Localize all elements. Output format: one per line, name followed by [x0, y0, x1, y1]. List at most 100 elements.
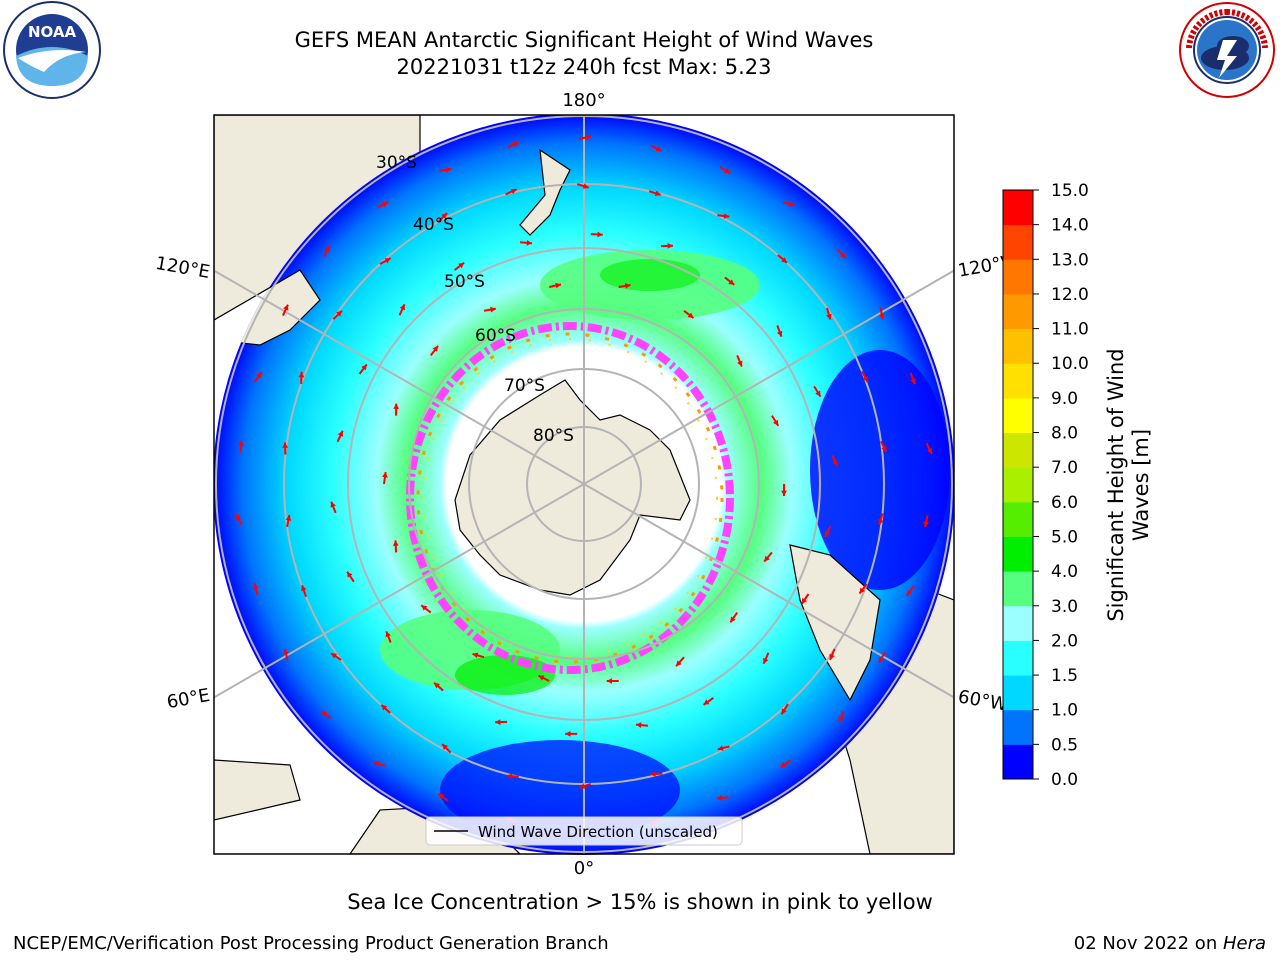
- wave-direction-arrowhead: [442, 744, 448, 750]
- colorbar-tick-label: 15.0: [1051, 181, 1089, 201]
- wave-direction-arrowhead: [829, 653, 835, 660]
- wave-direction-arrowhead: [763, 657, 769, 664]
- wave-direction-arrowhead: [373, 760, 380, 767]
- colorbar-swatch: [1003, 571, 1033, 607]
- wave-direction-arrowhead: [667, 243, 673, 249]
- wave-direction-arrowhead: [650, 771, 656, 777]
- wave-direction-arrowhead: [382, 202, 389, 208]
- wave-direction-arrowhead: [773, 419, 779, 426]
- wave-direction-arrowhead: [256, 372, 262, 379]
- wave-direction-arrowhead: [815, 390, 821, 397]
- wave-direction-arrowhead: [331, 653, 338, 659]
- colorbar-tick-label: 10.0: [1051, 354, 1089, 374]
- colorbar-swatch: [1003, 501, 1033, 537]
- colorbar-tick-label: 7.0: [1051, 458, 1078, 478]
- wave-direction-arrowhead: [703, 699, 710, 705]
- wave-direction-arrowhead: [906, 589, 913, 596]
- host-name: Hera: [1222, 933, 1266, 954]
- sea-ice-edge: [406, 322, 734, 674]
- lon-label-bottom: 0°: [574, 858, 594, 879]
- wave-direction-arrowhead: [301, 585, 307, 592]
- colorbar-swatch: [1003, 293, 1033, 330]
- lat-label-70s: 70°S: [504, 376, 545, 396]
- wave-direction-arrowhead: [838, 716, 844, 723]
- wave-direction-arrowhead: [687, 312, 694, 319]
- wave-direction-arrowhead: [330, 501, 336, 508]
- wave-direction-arrowhead: [434, 682, 440, 689]
- lat-label-60s: 60°S: [475, 326, 516, 346]
- colorbar-swatch: [1003, 605, 1033, 641]
- wave-direction-arrowhead: [441, 213, 448, 219]
- wave-direction-arrowhead: [421, 605, 428, 611]
- colorbar-swatch: [1003, 536, 1033, 572]
- wave-direction-arrowhead: [585, 134, 591, 141]
- wave-direction-arrowhead: [781, 257, 787, 263]
- wave-direction-arrowhead: [927, 448, 933, 455]
- wave-direction-arrowhead: [432, 345, 439, 352]
- wave-direction-arrowhead: [776, 330, 783, 337]
- wave-direction-arrowhead: [654, 190, 661, 196]
- wave-direction-arrowhead: [438, 793, 445, 800]
- colorbar-swatch: [1003, 709, 1033, 745]
- wave-direction-arrowhead: [393, 403, 400, 409]
- wave-direction-arrowhead: [788, 201, 795, 207]
- colorbar-swatch: [1003, 224, 1033, 260]
- wave-direction-arrowhead: [538, 675, 545, 681]
- wave-direction-arrowhead: [716, 794, 723, 801]
- wave-direction-arrowhead: [283, 304, 289, 311]
- wave-direction-arrowhead: [728, 279, 735, 285]
- colorbar-swatch: [1003, 190, 1033, 226]
- wave-direction-arrowhead: [392, 540, 399, 546]
- new-zealand: [519, 148, 571, 236]
- wave-direction-arrowhead: [780, 761, 787, 768]
- wave-direction-arrowhead: [832, 460, 838, 467]
- wave-direction-arrowhead: [801, 597, 808, 604]
- colorbar-tick-label: 4.0: [1051, 562, 1078, 582]
- colorbar-tick-label: 3.0: [1051, 597, 1078, 617]
- colorbar-tick-label: 0.5: [1051, 735, 1078, 755]
- antarctica: [454, 379, 691, 596]
- legend-label: Wind Wave Direction (unscaled): [478, 823, 718, 841]
- wave-direction-arrowhead: [399, 304, 405, 311]
- south-america: [789, 544, 881, 702]
- wave-direction-arrowhead: [510, 188, 517, 195]
- colorbar-swatch: [1003, 744, 1033, 780]
- wave-direction-arrowhead: [676, 660, 682, 667]
- lon-label-right-lower: 60°W: [956, 686, 1009, 715]
- chart-title: GEFS MEAN Antarctic Significant Height o…: [294, 28, 874, 52]
- colorbar-tick-label: 12.0: [1051, 285, 1089, 305]
- wave-direction-arrowhead: [764, 555, 770, 562]
- wave-direction-arrowhead: [724, 168, 731, 174]
- colorbar-swatch: [1003, 432, 1033, 468]
- wave-direction-arrowhead: [445, 166, 452, 173]
- colorbar-swatch: [1003, 397, 1033, 434]
- wave-direction-arrowhead: [458, 262, 465, 269]
- chart-subtitle: 20221031 t12z 240h fcst Max: 5.23: [396, 55, 772, 79]
- wave-direction-arrowhead: [781, 708, 787, 715]
- wave-direction-arrowhead: [597, 231, 603, 238]
- wave-direction-arrowhead: [877, 519, 884, 526]
- wave-direction-arrowhead: [382, 472, 388, 478]
- map-legend: Wind Wave Direction (unscaled): [425, 816, 743, 846]
- wave-direction-arrowhead: [285, 515, 292, 521]
- wave-direction-arrowhead: [321, 711, 328, 717]
- wave-direction-arrowhead: [506, 773, 513, 780]
- colorbar-swatch: [1003, 467, 1033, 503]
- date-text: 02 Nov 2022 on Hera: [1073, 933, 1266, 954]
- wave-direction-arrowhead: [381, 704, 388, 711]
- colorbar-tick-label: 11.0: [1051, 320, 1089, 340]
- wave-direction-arrowhead: [824, 531, 830, 538]
- wave-direction-arrowhead: [361, 364, 367, 371]
- colorbar-swatch: [1003, 328, 1033, 364]
- lat-label-80s: 80°S: [533, 426, 574, 446]
- polar-map: 180° 0° 120°E 60°E 120°W 60°W 30°S 40°S …: [154, 90, 1089, 879]
- lat-label-40s: 40°S: [413, 215, 454, 235]
- credit-text: NCEP/EMC/Verification Post Processing Pr…: [13, 933, 609, 954]
- wave-direction-arrowhead: [781, 490, 787, 496]
- sea-ice-note: Sea Ice Concentration > 15% is shown in …: [347, 890, 933, 914]
- wave-direction-arrowhead: [579, 783, 586, 789]
- lat-label-30s: 30°S: [376, 153, 417, 173]
- wave-direction-arrowhead: [238, 440, 244, 447]
- wave-direction-arrowhead: [717, 745, 724, 751]
- wave-direction-arrowhead: [324, 245, 330, 252]
